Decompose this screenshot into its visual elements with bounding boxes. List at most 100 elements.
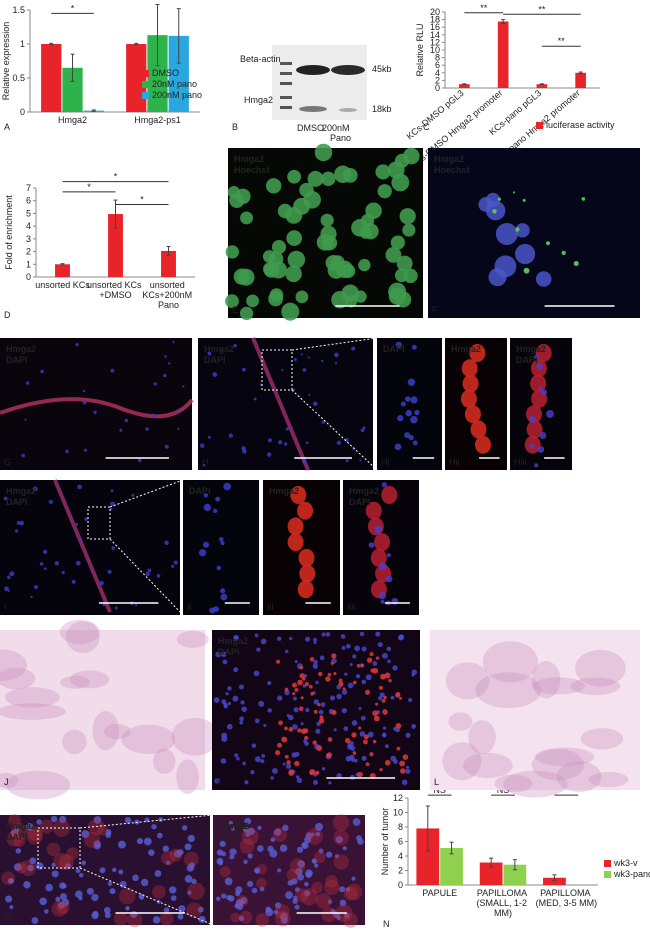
bar — [168, 35, 189, 113]
stain-label: Hmga2 — [516, 344, 546, 354]
cell — [398, 634, 404, 641]
cell — [104, 912, 111, 919]
cell — [209, 607, 216, 614]
cell — [331, 653, 337, 659]
cell — [229, 848, 237, 856]
cell — [225, 245, 239, 259]
cell — [342, 846, 347, 851]
cell — [184, 875, 193, 883]
cell — [112, 867, 117, 873]
cell — [405, 765, 410, 769]
cell — [292, 692, 296, 696]
cell — [131, 493, 135, 497]
cell — [335, 836, 343, 844]
cell — [292, 724, 298, 730]
cell — [268, 251, 284, 267]
cell — [214, 778, 220, 784]
cell — [365, 501, 382, 520]
cell — [282, 824, 289, 831]
cell — [113, 911, 128, 926]
cell — [265, 908, 274, 917]
cell — [145, 571, 150, 577]
cell — [405, 396, 411, 402]
cell — [375, 656, 380, 660]
cell — [228, 433, 233, 438]
cell — [334, 362, 338, 365]
tissue — [463, 752, 513, 778]
cell — [227, 701, 232, 706]
y-axis-label: Number of tumor — [380, 808, 390, 876]
cell — [383, 695, 387, 700]
cell — [202, 463, 206, 467]
cell — [297, 679, 303, 686]
zoom-box — [261, 349, 293, 391]
cell — [304, 881, 309, 887]
significance-label: * — [140, 195, 144, 205]
cell — [207, 351, 212, 356]
cell — [229, 192, 245, 209]
tissue — [62, 729, 87, 755]
cell — [99, 867, 106, 874]
cell — [238, 915, 245, 922]
cell — [414, 409, 420, 416]
cell — [186, 864, 194, 872]
cell — [167, 362, 171, 365]
cell — [236, 903, 244, 911]
cell — [96, 824, 108, 836]
cell — [233, 667, 239, 673]
cell — [469, 344, 486, 362]
cell — [488, 268, 507, 287]
cell — [171, 564, 175, 568]
cell — [53, 852, 71, 870]
cell — [218, 860, 224, 866]
cell — [253, 670, 260, 677]
cell — [356, 674, 361, 679]
cell — [119, 880, 127, 888]
error-bar — [166, 245, 171, 256]
ladder-band — [280, 82, 292, 85]
cell — [160, 850, 176, 866]
cell — [110, 489, 114, 493]
cell — [357, 771, 363, 778]
tissue — [575, 649, 626, 687]
cell — [151, 824, 157, 830]
cell — [395, 291, 412, 308]
cell — [382, 726, 387, 730]
cell — [303, 739, 307, 744]
cell — [545, 241, 550, 246]
cell — [39, 819, 54, 834]
cell — [288, 727, 294, 732]
cell — [281, 736, 288, 743]
cell — [300, 888, 318, 906]
cell — [305, 636, 311, 642]
cell — [279, 912, 288, 921]
cell — [42, 549, 48, 555]
cell — [379, 562, 387, 571]
tissue — [570, 677, 621, 696]
cell — [124, 418, 129, 423]
y-tick-label: 2 — [435, 75, 440, 85]
cell — [515, 223, 530, 238]
cell — [396, 746, 401, 751]
error-bar — [134, 42, 139, 46]
cell — [81, 860, 87, 866]
cell — [14, 529, 19, 533]
cell — [277, 742, 283, 748]
cell — [27, 826, 43, 841]
cell — [286, 868, 299, 882]
cell — [246, 294, 260, 308]
cell — [219, 840, 226, 848]
cell — [61, 570, 65, 575]
cell — [124, 817, 132, 824]
cell — [321, 907, 337, 923]
cell — [325, 851, 333, 858]
cell — [58, 854, 75, 870]
cell — [342, 687, 346, 691]
cell — [213, 508, 218, 513]
bar — [126, 44, 147, 112]
cell — [139, 895, 145, 900]
cell — [110, 368, 115, 373]
cell — [271, 240, 287, 255]
cell — [29, 857, 37, 865]
cell — [359, 731, 366, 737]
